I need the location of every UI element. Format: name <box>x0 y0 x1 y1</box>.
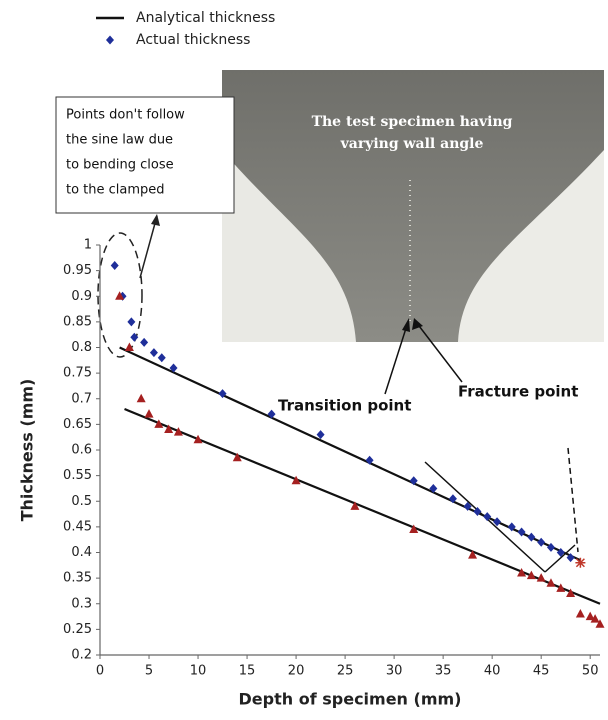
diamond-point <box>127 317 135 326</box>
y-tick-label: 0.35 <box>63 571 92 586</box>
legend: Analytical thickness Actual thickness <box>96 10 275 48</box>
diamond-point <box>111 261 119 270</box>
y-tick-label: 0.8 <box>71 340 92 355</box>
x-axis-title: Depth of specimen (mm) <box>239 690 462 709</box>
x-tick-label: 15 <box>239 664 256 679</box>
y-tick-label: 0.85 <box>63 314 92 329</box>
note-text: to the clamped <box>66 183 165 198</box>
y-tick-label: 0.3 <box>71 596 92 611</box>
diamond-point <box>527 533 535 542</box>
triangle-point <box>137 394 146 403</box>
photo-caption: varying wall angle <box>340 136 484 152</box>
dashed-arrow <box>568 448 578 552</box>
y-tick-label: 0.55 <box>63 468 92 483</box>
arrow-head <box>151 214 160 226</box>
note-text: Points don't follow <box>66 108 185 123</box>
triangle-point <box>556 583 565 592</box>
annotation: Transition point <box>278 397 411 415</box>
photo: The test specimen having varying wall an… <box>222 70 604 342</box>
y-tick-label: 0.6 <box>71 443 92 458</box>
annotation: Fracture point <box>458 383 578 401</box>
y-tick-label: 0.95 <box>63 263 92 278</box>
arrow <box>140 216 157 278</box>
diamond-point <box>483 512 491 521</box>
y-tick-label: 0.45 <box>63 519 92 534</box>
y-tick-label: 0.7 <box>71 391 92 406</box>
y-tick-label: 0.75 <box>63 366 92 381</box>
diamond-point <box>140 338 148 347</box>
x-tick-label: 25 <box>337 664 354 679</box>
y-tick-label: 1 <box>84 238 92 253</box>
star-point <box>575 558 585 568</box>
note-text: to bending close <box>66 158 174 173</box>
diamond-point <box>106 36 114 45</box>
triangle-point <box>576 609 585 618</box>
y-tick-label: 0.9 <box>71 289 92 304</box>
legend-label: Analytical thickness <box>136 10 275 26</box>
diamond-point <box>158 353 166 362</box>
analytical-line <box>125 409 600 604</box>
diamond-point <box>537 538 545 547</box>
triangle-point <box>145 409 154 418</box>
x-tick-label: 30 <box>386 664 403 679</box>
photo-caption: The test specimen having <box>312 114 513 130</box>
x-tick-label: 0 <box>96 664 104 679</box>
diamond-point <box>150 348 158 357</box>
x-tick-label: 10 <box>190 664 207 679</box>
x-tick-label: 20 <box>288 664 305 679</box>
y-tick-label: 0.5 <box>71 494 92 509</box>
y-tick-label: 0.4 <box>71 545 92 560</box>
legend-label: Actual thickness <box>136 32 250 48</box>
y-tick-label: 0.25 <box>63 622 92 637</box>
x-tick-label: 45 <box>533 664 550 679</box>
x-tick-label: 40 <box>484 664 501 679</box>
y-tick-label: 0.2 <box>71 648 92 663</box>
y-axis-title: Thickness (mm) <box>18 379 37 522</box>
chart: The test specimen having varying wall an… <box>0 0 608 720</box>
y-tick-label: 0.65 <box>63 417 92 432</box>
x-tick-label: 35 <box>435 664 452 679</box>
x-tick-label: 5 <box>145 664 153 679</box>
x-tick-label: 50 <box>582 664 599 679</box>
note-text: the sine law due <box>66 133 173 148</box>
